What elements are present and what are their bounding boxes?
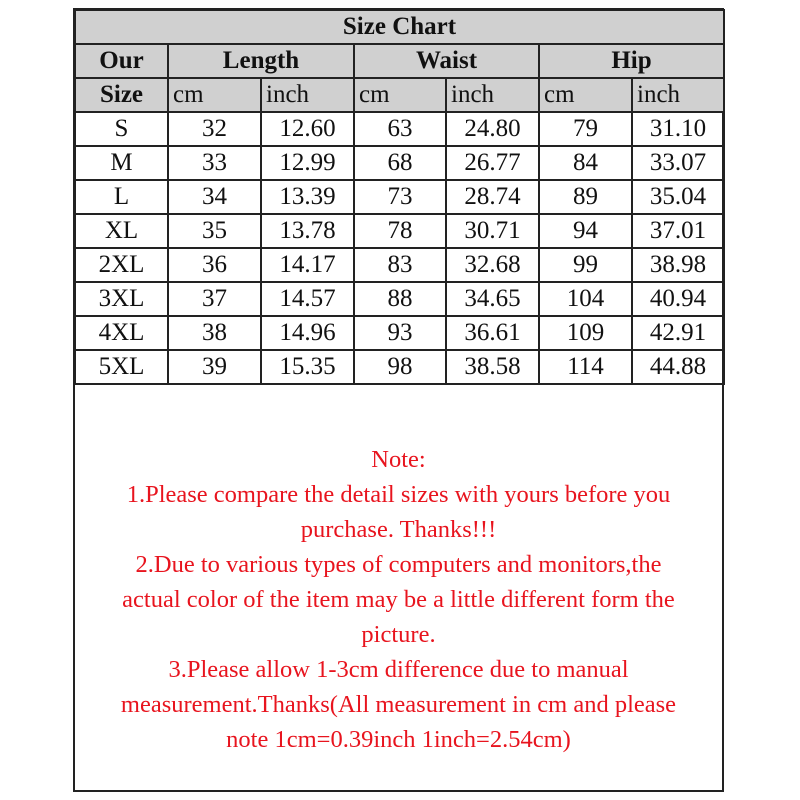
value-cell: 12.60 (260, 111, 355, 147)
unit-header: inch (631, 77, 725, 113)
unit-header: cm (353, 77, 447, 113)
value-cell: 99 (538, 247, 633, 283)
value-cell: 24.80 (445, 111, 540, 147)
value-cell: 78 (353, 213, 447, 249)
table-row: 4XL 38 14.96 93 36.61 109 42.91 (74, 315, 725, 351)
note-line: 2.Due to various types of computers and … (135, 551, 662, 578)
value-cell: 104 (538, 281, 633, 317)
note-line: actual color of the item may be a little… (122, 586, 675, 613)
size-cell: M (74, 145, 169, 181)
value-cell: 38.98 (631, 247, 725, 283)
size-chart: Size Chart Our Length Waist Hip Size cm … (73, 8, 725, 792)
size-cell: 2XL (74, 247, 169, 283)
value-cell: 36 (167, 247, 262, 283)
value-cell: 44.88 (631, 349, 725, 385)
value-cell: 42.91 (631, 315, 725, 351)
note-text: Note: 1.Please compare the detail sizes w… (75, 442, 722, 757)
value-cell: 38 (167, 315, 262, 351)
value-cell: 34 (167, 179, 262, 215)
value-cell: 109 (538, 315, 633, 351)
note-line: measurement.Thanks(All measurement in cm… (120, 691, 677, 718)
value-cell: 32 (167, 111, 262, 147)
value-cell: 33.07 (631, 145, 725, 181)
value-cell: 15.35 (260, 349, 355, 385)
table-row: M 33 12.99 68 26.77 84 33.07 (74, 145, 725, 181)
group-header-row: Our Length Waist Hip (74, 43, 725, 79)
unit-header: inch (260, 77, 355, 113)
value-cell: 93 (353, 315, 447, 351)
value-cell: 26.77 (445, 145, 540, 181)
table-row: 3XL 37 14.57 88 34.65 104 40.94 (74, 281, 725, 317)
size-cell: 3XL (74, 281, 169, 317)
table-row: S 32 12.60 63 24.80 79 31.10 (74, 111, 725, 147)
value-cell: 84 (538, 145, 633, 181)
value-cell: 35 (167, 213, 262, 249)
value-cell: 63 (353, 111, 447, 147)
size-cell: 5XL (74, 349, 169, 385)
length-header: Length (167, 43, 355, 79)
value-cell: 34.65 (445, 281, 540, 317)
value-cell: 39 (167, 349, 262, 385)
value-cell: 12.99 (260, 145, 355, 181)
value-cell: 32.68 (445, 247, 540, 283)
value-cell: 30.71 (445, 213, 540, 249)
value-cell: 114 (538, 349, 633, 385)
value-cell: 73 (353, 179, 447, 215)
value-cell: 33 (167, 145, 262, 181)
value-cell: 94 (538, 213, 633, 249)
value-cell: 38.58 (445, 349, 540, 385)
size-cell: S (74, 111, 169, 147)
value-cell: 28.74 (445, 179, 540, 215)
value-cell: 14.96 (260, 315, 355, 351)
title-row: Size Chart (74, 9, 725, 45)
size-header-line2: Size (74, 77, 169, 113)
value-cell: 88 (353, 281, 447, 317)
value-cell: 13.39 (260, 179, 355, 215)
value-cell: 89 (538, 179, 633, 215)
note-line: note 1cm=0.39inch 1inch=2.54cm) (226, 726, 571, 753)
hip-header: Hip (538, 43, 725, 79)
note-line: 1.Please compare the detail sizes with y… (126, 481, 671, 508)
value-cell: 36.61 (445, 315, 540, 351)
table-row: XL 35 13.78 78 30.71 94 37.01 (74, 213, 725, 249)
table-title: Size Chart (74, 9, 725, 45)
value-cell: 40.94 (631, 281, 725, 317)
value-cell: 31.10 (631, 111, 725, 147)
note-line: 3.Please allow 1-3cm difference due to m… (168, 656, 629, 683)
size-cell: 4XL (74, 315, 169, 351)
table-row: 2XL 36 14.17 83 32.68 99 38.98 (74, 247, 725, 283)
size-cell: L (74, 179, 169, 215)
table-row: 5XL 39 15.35 98 38.58 114 44.88 (74, 349, 725, 385)
note-line: picture. (361, 621, 436, 648)
table-row: L 34 13.39 73 28.74 89 35.04 (74, 179, 725, 215)
unit-header: cm (167, 77, 262, 113)
size-header-line1: Our (74, 43, 169, 79)
value-cell: 37 (167, 281, 262, 317)
value-cell: 79 (538, 111, 633, 147)
size-cell: XL (74, 213, 169, 249)
size-table: Size Chart Our Length Waist Hip Size cm … (74, 9, 725, 385)
unit-header: cm (538, 77, 633, 113)
value-cell: 83 (353, 247, 447, 283)
unit-header-row: Size cm inch cm inch cm inch (74, 77, 725, 113)
value-cell: 35.04 (631, 179, 725, 215)
value-cell: 37.01 (631, 213, 725, 249)
unit-header: inch (445, 77, 540, 113)
value-cell: 98 (353, 349, 447, 385)
value-cell: 13.78 (260, 213, 355, 249)
note-line: Note: (371, 446, 426, 473)
value-cell: 14.17 (260, 247, 355, 283)
value-cell: 14.57 (260, 281, 355, 317)
note-line: purchase. Thanks!!! (300, 516, 497, 543)
waist-header: Waist (353, 43, 540, 79)
value-cell: 68 (353, 145, 447, 181)
